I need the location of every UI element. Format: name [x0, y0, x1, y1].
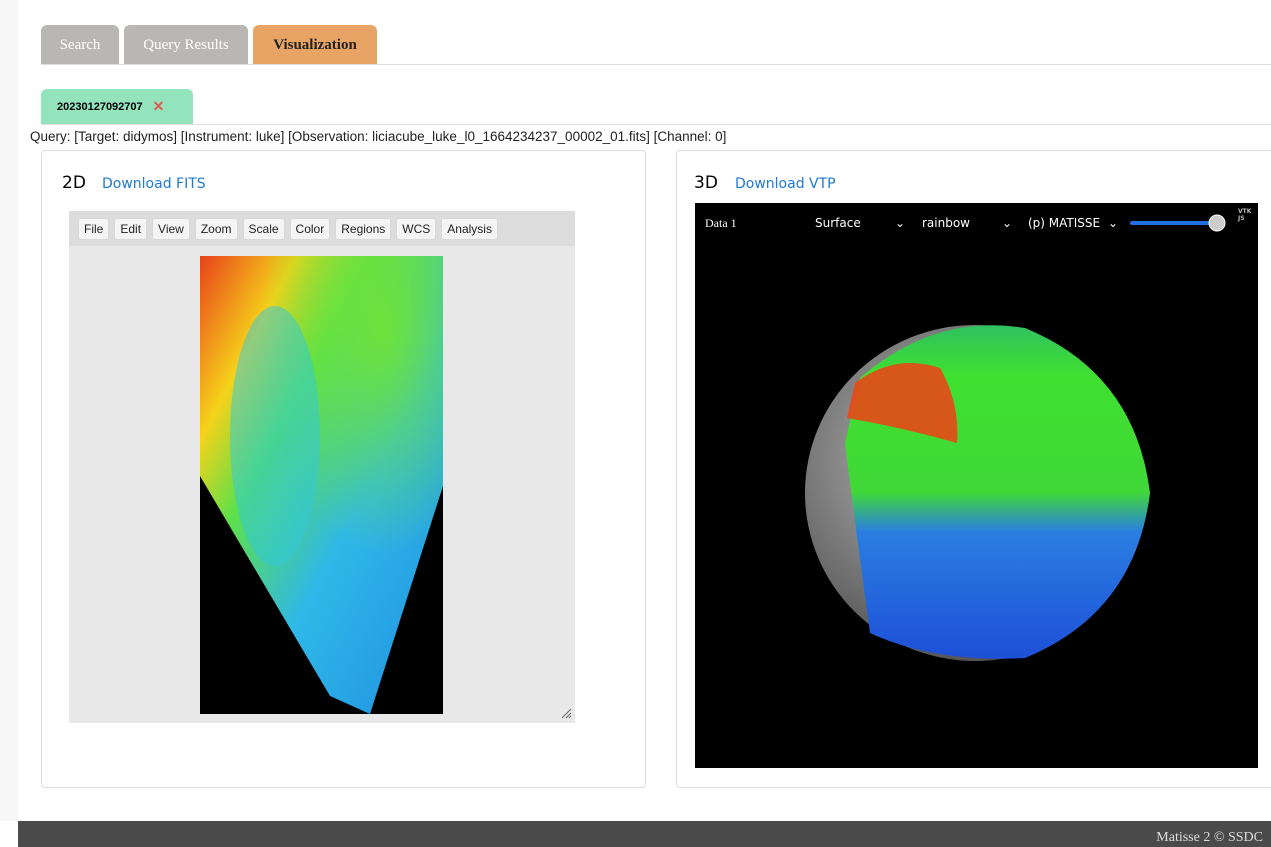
toolbar-button[interactable]: Color [289, 217, 331, 240]
toolbar-button[interactable]: Analysis [441, 217, 498, 240]
representation-select[interactable]: Surface ⌄ [815, 216, 905, 230]
download-link[interactable]: Download FITS [102, 176, 206, 192]
fits-image [200, 256, 443, 714]
download-link[interactable]: Download VTP [735, 176, 836, 192]
tab-divider [41, 64, 1271, 65]
panel-title: 3D [694, 173, 718, 193]
footer [18, 821, 1271, 847]
tab-active[interactable]: Visualization [253, 25, 377, 65]
resize-handle[interactable] [560, 707, 572, 719]
slider-knob[interactable] [1208, 214, 1226, 232]
tab[interactable]: Search [41, 25, 119, 65]
dataset-label: Data 1 [705, 216, 737, 230]
query-text: Query: [Target: didymos] [Instrument: lu… [30, 129, 727, 144]
select-label: (p) MATISSE [1028, 216, 1101, 230]
toolbar-button[interactable]: Regions [335, 217, 392, 240]
3d-viewer [695, 203, 1258, 768]
toolbar-button[interactable]: Zoom [194, 217, 238, 240]
vtk-logo: VTK JS [1238, 208, 1252, 222]
select-label: rainbow [922, 216, 970, 230]
result-tab[interactable]: 20230127092707 ✕ [41, 89, 193, 124]
panel-2d [41, 150, 646, 788]
panel-3d [676, 150, 1271, 788]
panel-title: 2D [62, 173, 86, 193]
left-strip [0, 0, 18, 821]
result-tab-label: 20230127092707 [57, 100, 143, 113]
toolbar-button[interactable]: File [78, 217, 110, 240]
divider [41, 124, 1271, 125]
tab[interactable]: Query Results [124, 25, 248, 65]
select-label: Surface [815, 216, 861, 230]
toolbar-button[interactable]: Scale [242, 217, 285, 240]
viewer-toolbar: File Edit View Zoom Scale Color Regions WCS Anal… [69, 211, 575, 246]
toolbar-button[interactable]: View [152, 217, 190, 240]
close-icon[interactable]: ✕ [152, 98, 165, 114]
toolbar-button[interactable]: Edit [114, 217, 148, 240]
field-select[interactable]: (p) MATISSE ⌄ [1028, 216, 1118, 230]
footer-text: Matisse 2 © SSDC [1156, 830, 1263, 845]
colormap-select[interactable]: rainbow ⌄ [922, 216, 1012, 230]
toolbar-button[interactable]: WCS [396, 217, 437, 240]
